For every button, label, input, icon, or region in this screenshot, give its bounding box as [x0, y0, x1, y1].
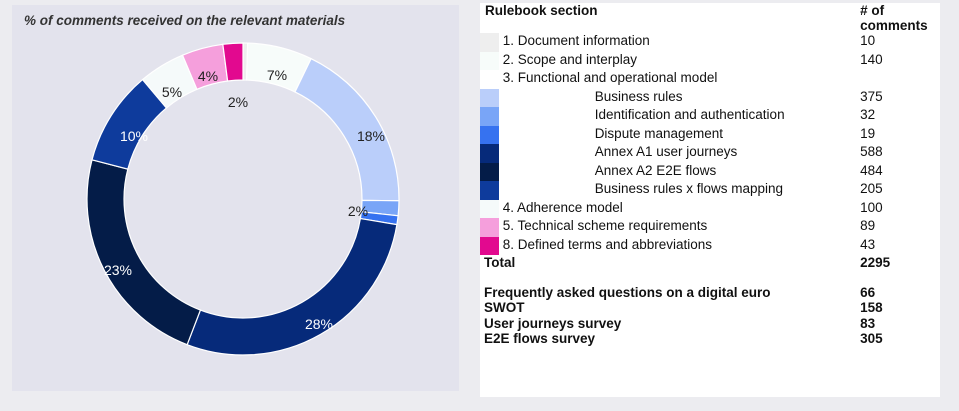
- extra-label: SWOT: [484, 300, 525, 315]
- row-label: 8. Defined terms and abbreviations: [502, 236, 713, 252]
- donut-slice-7: [86, 159, 202, 346]
- legend-swatch: [480, 88, 499, 107]
- extra-count: 305: [860, 331, 883, 346]
- row-count: 89: [860, 218, 876, 233]
- extra-count: 66: [860, 284, 876, 300]
- total-count: 2295: [860, 255, 891, 270]
- table-row: Annex A2 E2E flows 484: [480, 162, 940, 181]
- table-row: Business rules x flows mapping 205: [480, 181, 940, 200]
- table-row: Dispute management 19: [480, 125, 940, 144]
- legend-swatch: [480, 51, 499, 70]
- legend-swatch: [480, 33, 499, 52]
- row-label: Annex A1 user journeys: [594, 144, 738, 159]
- total-label: Total: [484, 255, 516, 270]
- extra-label: E2E flows survey: [484, 331, 596, 346]
- table-row: 1. Document information 10: [480, 33, 940, 52]
- spacer-row: [480, 271, 940, 285]
- extra-label: User journeys survey: [484, 315, 622, 331]
- extra-row: E2E flows survey 305: [480, 331, 940, 347]
- rulebook-table-panel: Rulebook section # of comments 1. Document…: [480, 3, 940, 397]
- donut-chart-panel: % of comments received on the relevant m…: [12, 5, 459, 391]
- legend-swatch: [480, 70, 499, 89]
- row-count: 205: [860, 181, 883, 196]
- row-label: 5. Technical scheme requirements: [502, 218, 708, 233]
- row-label: 4. Adherence model: [502, 199, 623, 215]
- chart-title: % of comments received on the relevant m…: [24, 13, 346, 28]
- header-section: Rulebook section: [485, 3, 598, 18]
- row-label: Business rules: [594, 88, 683, 104]
- row-count: 140: [860, 51, 883, 67]
- table-row: 5. Technical scheme requirements 89: [480, 218, 940, 237]
- donut-slice-6: [186, 217, 398, 356]
- extra-row: Frequently asked questions on a digital …: [480, 285, 940, 301]
- total-row: Total 2295: [480, 255, 940, 271]
- legend-swatch: [480, 218, 499, 237]
- table-header-row: Rulebook section # of comments: [480, 3, 940, 33]
- slice-label-10: 4%: [198, 68, 218, 84]
- row-label: Business rules x flows mapping: [594, 181, 784, 196]
- extra-label: Frequently asked questions on a digital …: [484, 284, 771, 300]
- table-row: 8. Defined terms and abbreviations 43: [480, 236, 940, 255]
- table-row: Identification and authentication 32: [480, 107, 940, 126]
- row-count: 484: [860, 162, 883, 178]
- extra-count: 158: [860, 300, 883, 315]
- rulebook-table: Rulebook section # of comments 1. Document…: [480, 3, 940, 347]
- header-count: # of comments: [860, 3, 928, 33]
- slice-label-9: 5%: [162, 84, 182, 100]
- row-count: 32: [860, 107, 876, 122]
- legend-swatch: [480, 199, 499, 218]
- row-label: Dispute management: [594, 125, 724, 141]
- spacer-cell: [480, 271, 940, 285]
- row-count: 100: [860, 199, 883, 215]
- extra-count: 83: [860, 315, 876, 331]
- legend-swatch: [480, 181, 499, 200]
- legend-swatch: [480, 107, 499, 126]
- row-label: Identification and authentication: [594, 107, 785, 122]
- row-label: 1. Document information: [502, 33, 650, 48]
- donut-chart: 7% 18% 2% 28% 23% 10% 5% 4% 2%: [86, 42, 400, 356]
- extra-row: SWOT 158: [480, 300, 940, 316]
- slice-label-6: 28%: [305, 316, 333, 332]
- row-count: 19: [860, 125, 876, 141]
- slice-label-2: 7%: [267, 67, 287, 83]
- slice-label-8: 10%: [120, 128, 148, 144]
- row-count: 10: [860, 33, 876, 48]
- row-count: [856, 70, 940, 89]
- row-count: 43: [860, 236, 876, 252]
- slice-label-4: 2%: [348, 203, 368, 219]
- table-row: 3. Functional and operational model: [480, 70, 940, 89]
- slice-label-7: 23%: [104, 262, 132, 278]
- slice-label-3: 18%: [357, 128, 385, 144]
- row-label: Annex A2 E2E flows: [594, 162, 717, 178]
- legend-swatch: [480, 144, 499, 163]
- row-count: 375: [860, 88, 883, 104]
- table-row: Annex A1 user journeys 588: [480, 144, 940, 163]
- row-label: 3. Functional and operational model: [502, 70, 718, 85]
- row-label: 2. Scope and interplay: [502, 51, 638, 67]
- donut-slice-11: [222, 42, 244, 82]
- table-row: 4. Adherence model 100: [480, 199, 940, 218]
- row-count: 588: [860, 144, 883, 159]
- legend-swatch: [480, 162, 499, 181]
- table-row: Business rules 375: [480, 88, 940, 107]
- extra-row: User journeys survey 83: [480, 316, 940, 332]
- table-row: 2. Scope and interplay 140: [480, 51, 940, 70]
- legend-swatch: [480, 236, 499, 255]
- slice-label-11: 2%: [228, 94, 248, 110]
- legend-swatch: [480, 125, 499, 144]
